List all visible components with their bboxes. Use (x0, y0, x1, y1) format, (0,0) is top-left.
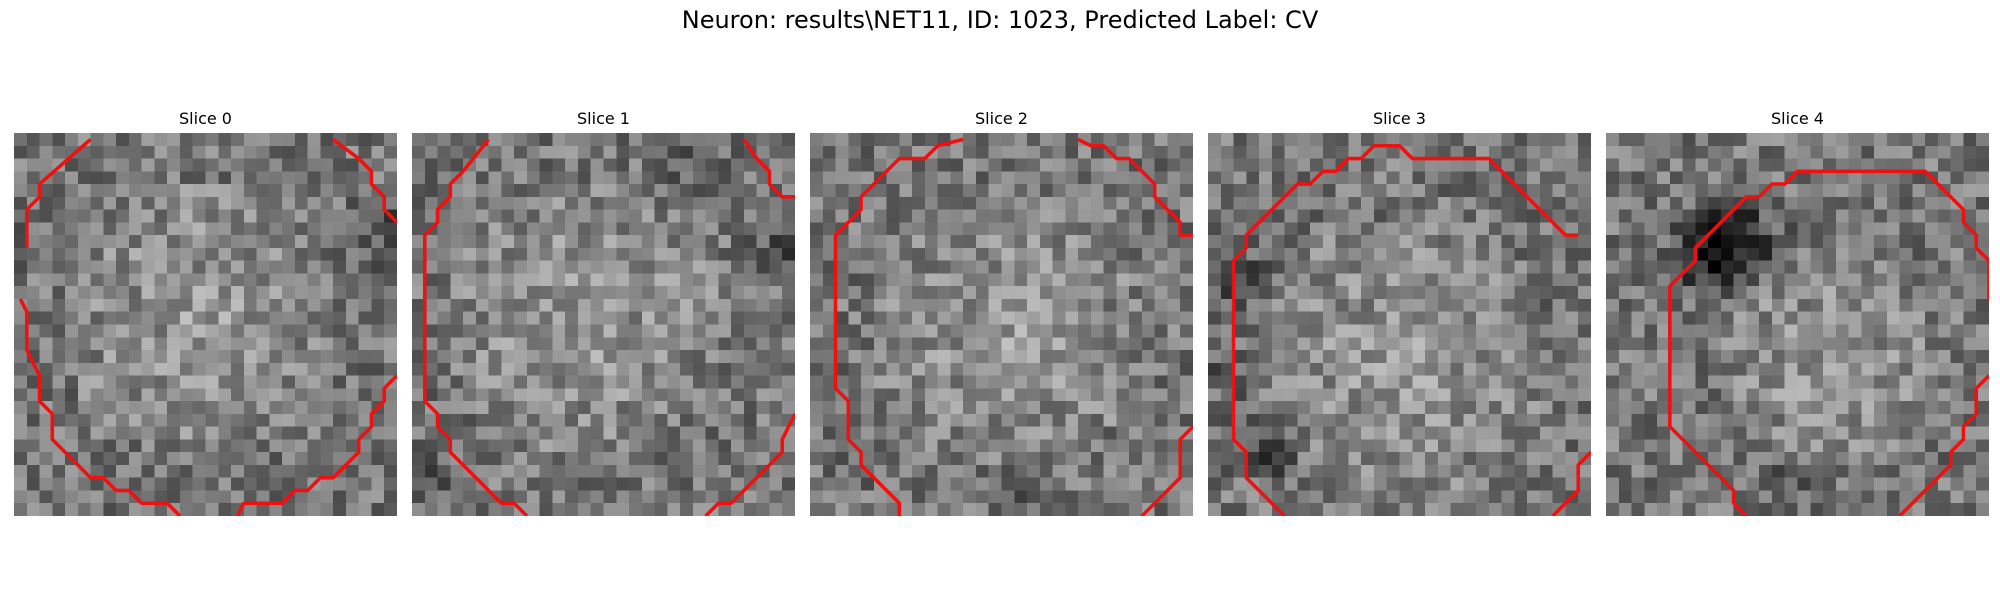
contour-line (332, 137, 397, 224)
slice-image (1208, 133, 1591, 516)
contour-line (704, 413, 795, 516)
slice-image (1606, 133, 1989, 516)
contour-line (1668, 272, 1748, 516)
contour-line (1140, 425, 1193, 516)
contour-line (1681, 169, 1989, 302)
slice-panel-1: Slice 1 (412, 105, 795, 516)
slice-title: Slice 3 (1373, 109, 1426, 128)
slice-panel-2: Slice 2 (810, 105, 1193, 516)
contour-line (1231, 143, 1579, 465)
slice-panel-3: Slice 3 (1208, 105, 1591, 516)
slice-image (14, 133, 397, 516)
slice-image (412, 133, 795, 516)
contour-line (24, 138, 92, 248)
contour-line (1898, 374, 1989, 516)
contour-line (1244, 464, 1286, 516)
slice-title: Slice 4 (1771, 109, 1824, 128)
slice-panel-4: Slice 4 (1606, 105, 1989, 516)
contour-line (235, 374, 397, 516)
contour-line (18, 298, 182, 516)
contour-line (1077, 137, 1193, 237)
figure-title: Neuron: results\NET11, ID: 1023, Predict… (681, 6, 1319, 34)
contour-line (422, 138, 529, 516)
contour-line (833, 137, 964, 516)
contour-line (742, 138, 795, 199)
slice-title: Slice 0 (179, 109, 232, 128)
slice-title: Slice 2 (975, 109, 1028, 128)
slice-title: Slice 1 (577, 109, 630, 128)
slice-image (810, 133, 1193, 516)
slice-panel-0: Slice 0 (14, 105, 397, 516)
contour-line (1551, 450, 1591, 516)
